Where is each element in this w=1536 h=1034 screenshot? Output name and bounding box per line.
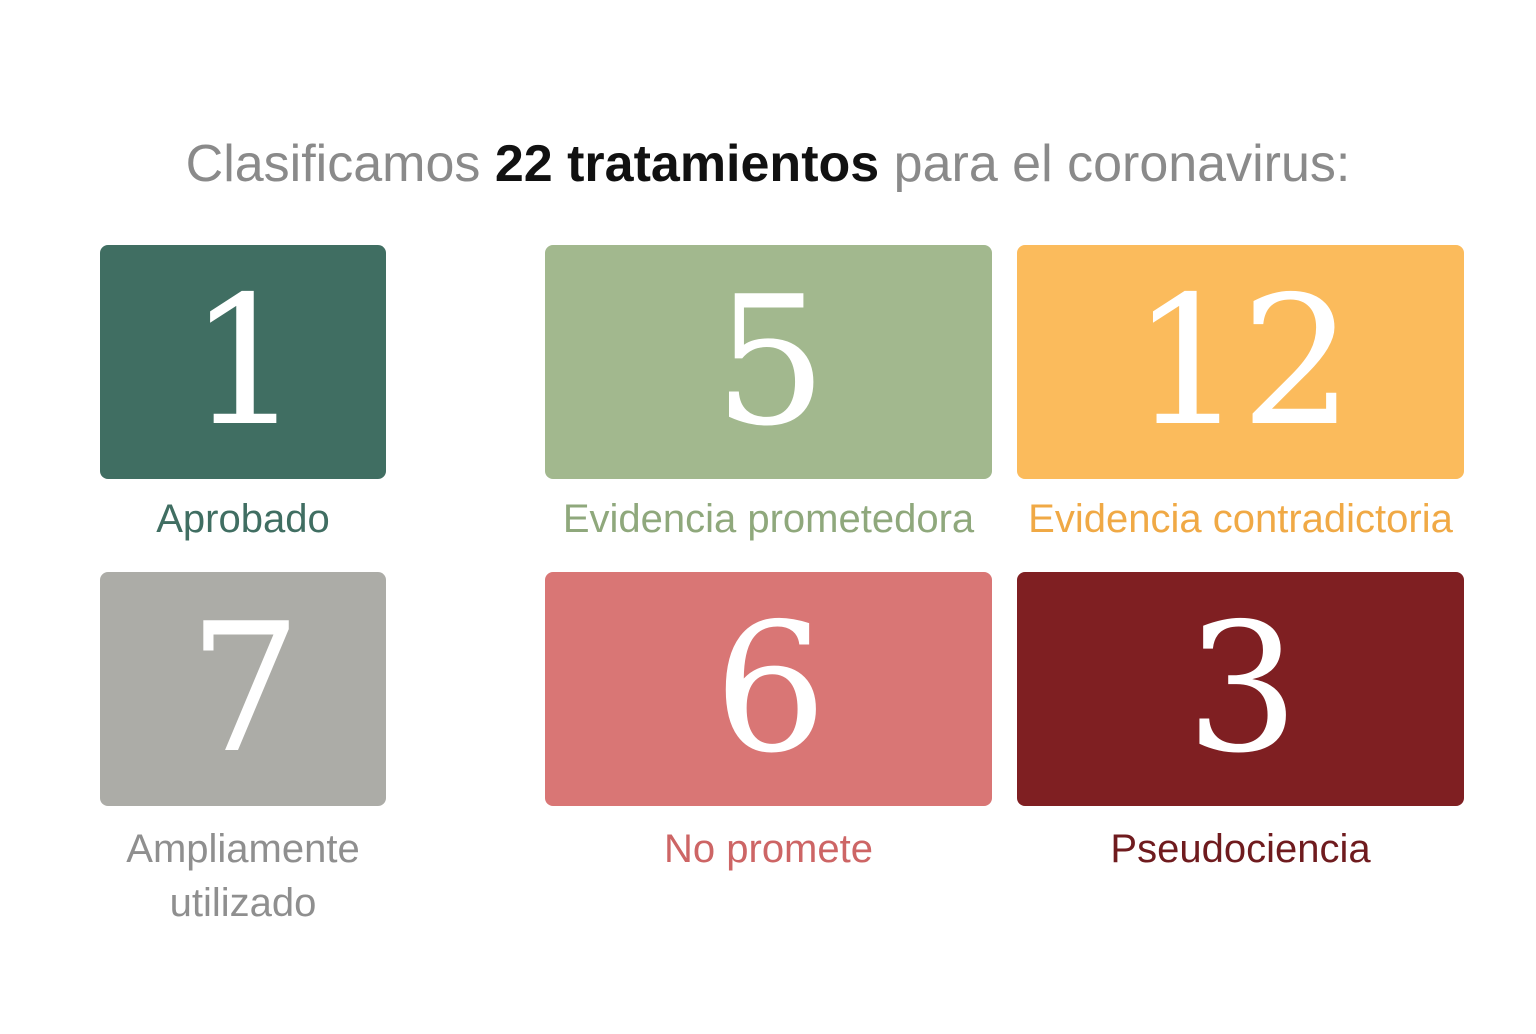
category-box-evidencia-prometedora: 5 bbox=[545, 245, 992, 479]
category-count-evidencia-contradictoria: 12 bbox=[1131, 258, 1353, 465]
category-count-aprobado: 1 bbox=[188, 258, 301, 465]
headline-suffix: para el coronavirus: bbox=[893, 135, 1351, 193]
category-box-evidencia-contradictoria: 12 bbox=[1017, 245, 1464, 479]
category-count-pseudociencia: 3 bbox=[1185, 585, 1299, 792]
category-box-pseudociencia: 3 bbox=[1017, 572, 1464, 806]
category-label-ampliamente-utilizado: Ampliamente utilizado bbox=[126, 827, 360, 925]
category-label-evidencia-contradictoria: Evidencia contradictoria bbox=[1028, 497, 1453, 541]
category-count-ampliamente-utilizado: 7 bbox=[188, 585, 301, 792]
category-label-no-promete: No promete bbox=[664, 827, 873, 871]
category-label-pseudociencia: Pseudociencia bbox=[1110, 827, 1371, 871]
headline-count: 22 tratamientos bbox=[494, 135, 880, 193]
category-count-evidencia-prometedora: 5 bbox=[713, 258, 827, 465]
category-box-no-promete: 6 bbox=[545, 572, 992, 806]
category-label-evidencia-prometedora: Evidencia prometedora bbox=[562, 497, 975, 541]
category-count-no-promete: 6 bbox=[713, 585, 827, 792]
headline-prefix: Clasificamos bbox=[185, 135, 481, 193]
category-box-ampliamente-utilizado: 7 bbox=[100, 572, 386, 806]
category-label-aprobado: Aprobado bbox=[156, 497, 330, 541]
category-box-aprobado: 1 bbox=[100, 245, 386, 479]
headline: Clasificamos 22 tratamientos para el cor… bbox=[0, 132, 1536, 196]
